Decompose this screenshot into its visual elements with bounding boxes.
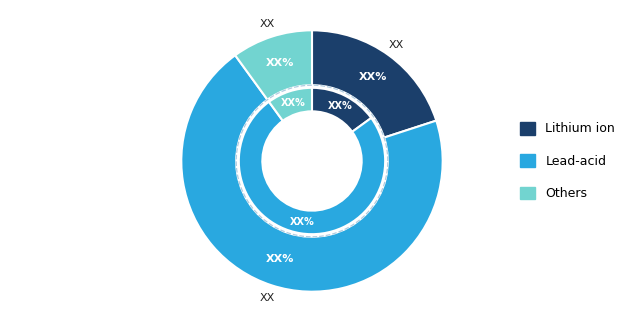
Text: XX: XX [260, 19, 275, 29]
Text: XX%: XX% [266, 254, 294, 264]
Wedge shape [312, 88, 371, 132]
Legend: Lithium ion, Lead-acid, Others: Lithium ion, Lead-acid, Others [516, 117, 620, 205]
Wedge shape [181, 55, 443, 292]
Wedge shape [239, 102, 385, 234]
Text: XX%: XX% [290, 217, 315, 227]
Text: XX: XX [389, 40, 404, 50]
Text: XX%: XX% [327, 101, 352, 111]
Wedge shape [312, 30, 437, 137]
Wedge shape [269, 88, 312, 121]
Text: XX%: XX% [266, 58, 294, 68]
Text: XX%: XX% [281, 98, 306, 108]
Wedge shape [235, 30, 312, 100]
Text: XX: XX [260, 293, 275, 303]
Text: XX%: XX% [358, 72, 387, 82]
